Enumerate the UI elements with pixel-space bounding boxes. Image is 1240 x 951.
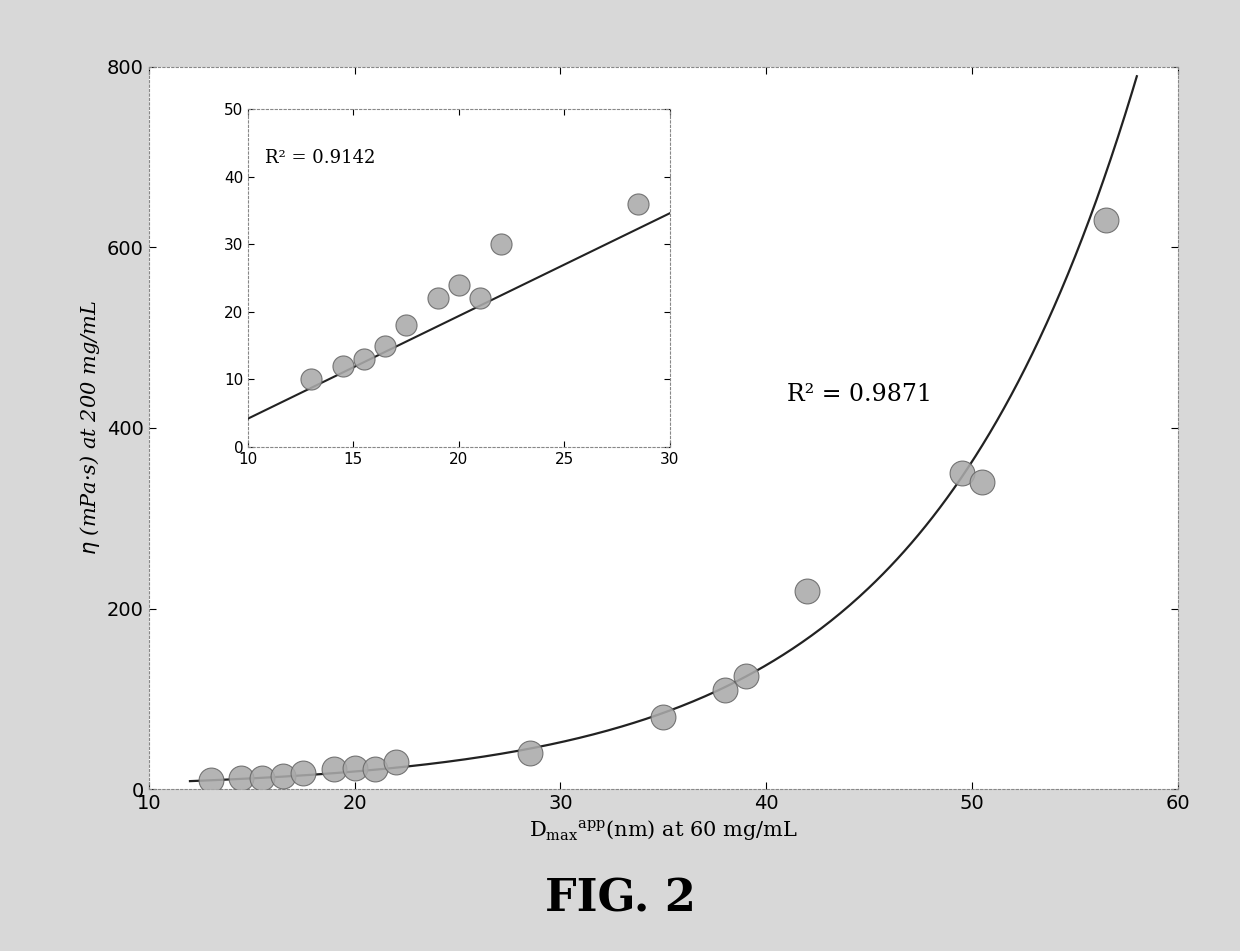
Point — [470, 291, 490, 306]
Point — [653, 709, 673, 725]
Point — [345, 760, 365, 775]
Point — [376, 339, 396, 354]
Point — [735, 669, 755, 684]
Point — [520, 746, 539, 761]
Point — [386, 755, 405, 770]
Point — [252, 770, 272, 786]
Point — [715, 683, 735, 698]
Point — [324, 762, 343, 777]
Point — [449, 278, 469, 293]
Text: FIG. 2: FIG. 2 — [544, 877, 696, 921]
Point — [1096, 213, 1116, 228]
Point — [972, 475, 992, 490]
Point — [332, 359, 353, 374]
Text: R² = 0.9871: R² = 0.9871 — [787, 383, 932, 406]
Point — [952, 466, 972, 481]
Point — [301, 372, 321, 387]
Point — [273, 768, 293, 784]
Y-axis label: $\eta$ (mPa·s) at 200 mg/mL: $\eta$ (mPa·s) at 200 mg/mL — [78, 301, 102, 555]
Point — [491, 237, 511, 252]
Point — [232, 771, 252, 786]
Point — [201, 772, 221, 787]
Point — [355, 352, 374, 367]
Point — [428, 291, 448, 306]
X-axis label: D$_{\mathregular{max}}$$^{\mathregular{app}}$(nm) at 60 mg/mL: D$_{\mathregular{max}}$$^{\mathregular{a… — [529, 819, 797, 844]
Point — [797, 583, 817, 598]
Point — [293, 766, 312, 781]
Point — [629, 196, 649, 211]
Point — [397, 318, 417, 333]
Text: R² = 0.9142: R² = 0.9142 — [265, 149, 376, 167]
Point — [366, 762, 386, 777]
